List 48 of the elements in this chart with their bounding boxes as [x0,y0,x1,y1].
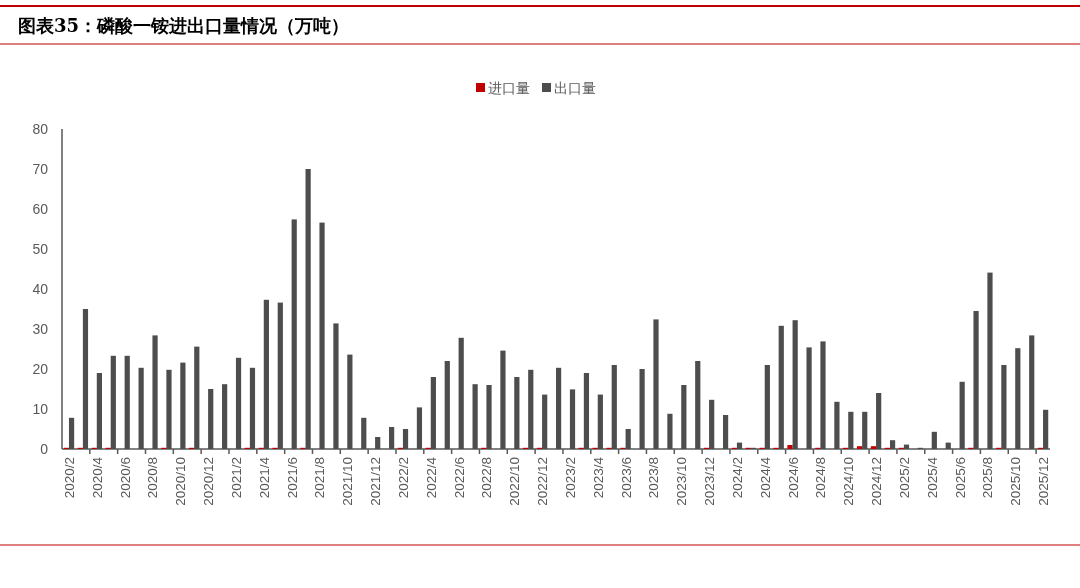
x-tick-label: 2023/10 [674,457,690,506]
x-tick-label: 2025/4 [924,456,940,499]
x-tick-label: 2021/12 [368,457,384,506]
x-tick-label: 2023/8 [646,457,662,499]
x-tick-label: 2020/10 [173,457,189,506]
x-tick-label: 2021/10 [340,457,356,506]
x-tick-label: 2025/2 [896,457,912,499]
y-tick-label: 60 [32,201,49,217]
legend-label: 进口量 [488,80,530,96]
x-tick-label: 2025/8 [980,457,996,499]
x-tick-label: 2024/12 [869,457,885,506]
x-tick-label: 2022/2 [395,457,411,499]
y-tick-label: 10 [32,401,49,417]
legend-label: 出口量 [554,80,596,96]
x-tick-label: 2020/4 [89,456,105,499]
x-tick-label: 2022/6 [451,457,467,499]
y-tick-label: 20 [32,361,49,377]
x-tick-label: 2023/4 [590,456,606,499]
x-tick-label: 2022/8 [479,457,495,499]
y-tick-label: 50 [32,241,49,257]
x-tick-label: 2025/12 [1036,457,1052,506]
title: 图表35：磷酸一铵进出口量情况（万吨） [18,15,350,36]
y-tick-label: 30 [32,321,49,337]
x-tick-label: 2022/12 [535,457,551,506]
x-tick-label: 2020/12 [201,457,217,506]
x-tick-label: 2024/2 [729,457,745,499]
x-tick-label: 2021/4 [256,456,272,499]
y-tick-label: 80 [32,121,49,137]
x-tick-label: 2022/4 [423,456,439,499]
x-tick-label: 2022/10 [507,457,523,506]
x-tick-label: 2020/8 [145,457,161,499]
x-tick-label: 2025/10 [1008,457,1024,506]
x-tick-label: 2023/12 [702,457,718,506]
x-tick-label: 2023/6 [618,457,634,499]
x-tick-label: 2021/8 [312,457,328,499]
x-tick-label: 2024/10 [841,457,857,506]
y-tick-label: 0 [40,441,49,457]
x-tick-label: 2020/6 [117,457,133,499]
x-tick-label: 2021/2 [228,457,244,499]
x-tick-label: 2024/4 [757,456,773,499]
x-tick-label: 2024/8 [813,457,829,499]
x-tick-label: 2024/6 [785,457,801,499]
y-tick-label: 70 [32,161,49,177]
x-tick-label: 2020/2 [61,457,77,499]
y-tick-label: 40 [32,281,49,297]
x-tick-label: 2021/6 [284,457,300,499]
x-tick-label: 2025/6 [952,457,968,499]
x-tick-label: 2023/2 [562,457,578,499]
